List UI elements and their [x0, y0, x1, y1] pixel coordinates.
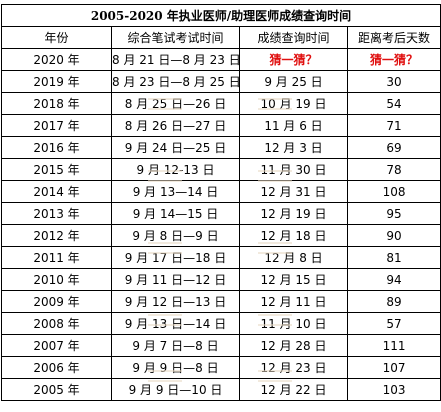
query-time-cell: 12 月 18 日: [239, 224, 348, 247]
year-cell: 2008 年: [1, 312, 112, 335]
days-after-cell: 94: [346, 268, 441, 291]
days-after-cell: 95: [346, 202, 441, 225]
query-time-cell: 猜一猜？: [239, 48, 348, 71]
query-time-cell: 12 月 3 日: [239, 136, 348, 159]
days-after-cell: 89: [346, 290, 441, 313]
days-after-cell: 108: [346, 180, 441, 203]
year-cell: 2005 年: [1, 378, 112, 401]
query-time-cell: 12 月 23 日: [239, 356, 348, 379]
days-after-cell: 69: [346, 136, 441, 159]
year-cell: 2014 年: [1, 180, 112, 203]
exam-time-cell: 8 月 25 日—26 日: [111, 92, 240, 115]
year-cell: 2020 年: [1, 48, 112, 71]
year-cell: 2019 年: [1, 70, 112, 93]
exam-time-cell: 9 月 8 日—9 日: [111, 224, 240, 247]
year-cell: 2007 年: [1, 334, 112, 357]
year-cell: 2013 年: [1, 202, 112, 225]
query-time-cell: 12 月 31 日: [239, 180, 348, 203]
header-row: 年份 综合笔试考试时间 成绩查询时间 距离考后天数: [1, 26, 441, 49]
query-time-cell: 12 月 8 日: [239, 246, 348, 269]
days-after-cell: 54: [346, 92, 441, 115]
exam-time-cell: 9 月 24 日—25 日: [111, 136, 240, 159]
days-after-cell: 57: [346, 312, 441, 335]
year-cell: 2009 年: [1, 290, 112, 313]
query-time-cell: 11 月 10 日: [239, 312, 348, 335]
header-year: 年份: [1, 26, 112, 49]
query-time-cell: 12 月 19 日: [239, 202, 348, 225]
exam-time-cell: 8 月 21 日—8 月 23 日: [111, 48, 240, 71]
query-time-cell: 12 月 15 日: [239, 268, 348, 291]
query-time-cell: 12 月 22 日: [239, 378, 348, 401]
query-time-cell: 12 月 28 日: [239, 334, 348, 357]
year-cell: 2016 年: [1, 136, 112, 159]
exam-time-cell: 9 月 12-13 日: [111, 158, 240, 181]
exam-time-cell: 9 月 13—14 日: [111, 180, 240, 203]
days-after-cell: 107: [346, 356, 441, 379]
table-title: 2005-2020 年执业医师/助理医师成绩查询时间: [0, 4, 441, 27]
query-time-cell: 11 月 30 日: [239, 158, 348, 181]
exam-time-cell: 9 月 12 日—13 日: [111, 290, 240, 313]
year-cell: 2012 年: [1, 224, 112, 247]
year-cell: 2017 年: [1, 114, 112, 137]
query-time-cell: 9 月 25 日: [239, 70, 348, 93]
query-time-cell: 12 月 11 日: [239, 290, 348, 313]
days-after-cell: 71: [346, 114, 441, 137]
header-query-time: 成绩查询时间: [239, 26, 348, 49]
days-after-cell: 78: [346, 158, 441, 181]
query-time-cell: 11 月 6 日: [239, 114, 348, 137]
exam-time-cell: 9 月 14—15 日: [111, 202, 240, 225]
year-cell: 2015 年: [1, 158, 112, 181]
exam-time-cell: 9 月 13 日—14 日: [111, 312, 240, 335]
exam-time-cell: 8 月 26 日—27 日: [111, 114, 240, 137]
days-after-cell: 猜一猜？: [346, 48, 441, 71]
query-time-cell: 10 月 19 日: [239, 92, 348, 115]
year-cell: 2010 年: [1, 268, 112, 291]
days-after-cell: 30: [346, 70, 441, 93]
year-cell: 2011 年: [1, 246, 112, 269]
exam-time-cell: 9 月 9 日—10 日: [111, 378, 240, 401]
days-after-cell: 111: [346, 334, 441, 357]
year-cell: 2018 年: [1, 92, 112, 115]
days-after-cell: 81: [346, 246, 441, 269]
year-cell: 2006 年: [1, 356, 112, 379]
exam-time-cell: 9 月 11 日—12 日: [111, 268, 240, 291]
exam-time-cell: 9 月 7 日—8 日: [111, 334, 240, 357]
exam-time-cell: 8 月 23 日—8 月 25 日: [111, 70, 240, 93]
header-days-after: 距离考后天数: [346, 26, 441, 49]
exam-time-cell: 9 月 17 日—18 日: [111, 246, 240, 269]
days-after-cell: 90: [346, 224, 441, 247]
days-after-cell: 103: [346, 378, 441, 401]
exam-time-cell: 9 月 9 日—8 日: [111, 356, 240, 379]
exam-schedule-table: 2005-2020 年执业医师/助理医师成绩查询时间 年份 综合笔试考试时间 成…: [0, 4, 441, 401]
header-exam-time: 综合笔试考试时间: [111, 26, 240, 49]
